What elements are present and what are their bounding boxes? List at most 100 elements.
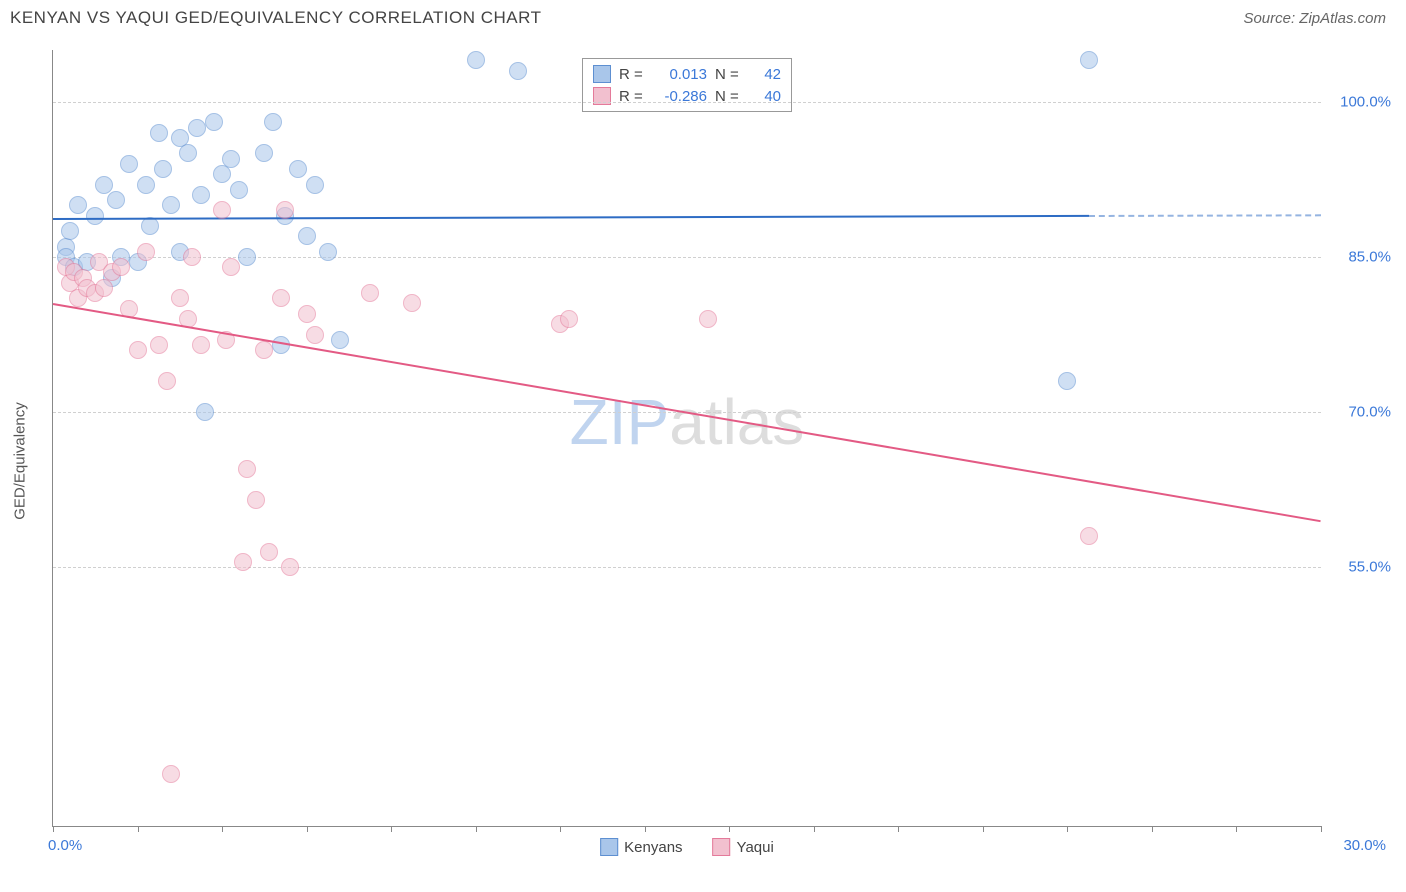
data-point: [255, 144, 273, 162]
x-tick: [391, 826, 392, 832]
legend-swatch: [600, 838, 618, 856]
x-tick: [1321, 826, 1322, 832]
x-tick: [138, 826, 139, 832]
data-point: [95, 279, 113, 297]
data-point: [188, 119, 206, 137]
data-point: [281, 558, 299, 576]
data-point: [230, 181, 248, 199]
data-point: [509, 62, 527, 80]
data-point: [1080, 51, 1098, 69]
data-point: [238, 460, 256, 478]
data-point: [403, 294, 421, 312]
data-point: [183, 248, 201, 266]
data-point: [162, 765, 180, 783]
data-point: [162, 196, 180, 214]
y-tick-label: 55.0%: [1331, 559, 1391, 576]
legend-series-label: Kenyans: [624, 839, 682, 856]
x-tick: [729, 826, 730, 832]
data-point: [276, 201, 294, 219]
legend-r-value: 0.013: [655, 66, 707, 83]
chart-container: GED/Equivalency ZIPatlas R =0.013N =42R …: [10, 40, 1396, 882]
data-point: [179, 144, 197, 162]
legend-row: R = 0.013 N = 42: [593, 63, 781, 85]
data-point: [361, 284, 379, 302]
watermark-atlas: atlas: [669, 386, 804, 458]
correlation-legend: R = 0.013 N = 42 R =-0.286N =40: [582, 58, 792, 112]
data-point: [150, 336, 168, 354]
data-point: [699, 310, 717, 328]
legend-row: R =-0.286N =40: [593, 85, 781, 107]
x-tick: [1067, 826, 1068, 832]
data-point: [95, 176, 113, 194]
x-tick: [983, 826, 984, 832]
legend-n-label: N =: [715, 66, 743, 83]
data-point: [69, 196, 87, 214]
data-point: [137, 176, 155, 194]
gridline: [53, 102, 1321, 103]
data-point: [158, 372, 176, 390]
data-point: [234, 553, 252, 571]
data-point: [120, 155, 138, 173]
data-point: [222, 150, 240, 168]
x-tick: [476, 826, 477, 832]
x-tick-label-left: 0.0%: [48, 837, 82, 854]
chart-title: KENYAN VS YAQUI GED/EQUIVALENCY CORRELAT…: [10, 8, 541, 28]
chart-source: Source: ZipAtlas.com: [1243, 10, 1386, 27]
data-point: [205, 113, 223, 131]
data-point: [61, 222, 79, 240]
x-tick: [814, 826, 815, 832]
data-point: [154, 160, 172, 178]
data-point: [306, 176, 324, 194]
data-point: [298, 227, 316, 245]
legend-n-value: 42: [751, 66, 781, 83]
x-tick: [645, 826, 646, 832]
data-point: [560, 310, 578, 328]
data-point: [289, 160, 307, 178]
data-point: [319, 243, 337, 261]
x-tick: [222, 826, 223, 832]
data-point: [255, 341, 273, 359]
x-tick: [1152, 826, 1153, 832]
x-tick: [307, 826, 308, 832]
data-point: [137, 243, 155, 261]
data-point: [213, 201, 231, 219]
legend-r-label: R =: [619, 66, 647, 83]
data-point: [306, 326, 324, 344]
chart-header: KENYAN VS YAQUI GED/EQUIVALENCY CORRELAT…: [0, 0, 1406, 36]
data-point: [150, 124, 168, 142]
y-tick-label: 85.0%: [1331, 248, 1391, 265]
y-tick-label: 70.0%: [1331, 404, 1391, 421]
data-point: [192, 186, 210, 204]
data-point: [298, 305, 316, 323]
y-axis-label: GED/Equivalency: [12, 402, 29, 520]
data-point: [222, 258, 240, 276]
data-point: [467, 51, 485, 69]
data-point: [86, 207, 104, 225]
data-point: [264, 113, 282, 131]
data-point: [129, 341, 147, 359]
trend-line: [53, 215, 1089, 220]
data-point: [331, 331, 349, 349]
watermark-zip: ZIP: [570, 386, 670, 458]
data-point: [247, 491, 265, 509]
legend-swatch: [593, 65, 611, 83]
x-tick: [1236, 826, 1237, 832]
data-point: [112, 258, 130, 276]
data-point: [196, 403, 214, 421]
x-tick: [53, 826, 54, 832]
x-tick-label-right: 30.0%: [1343, 837, 1386, 854]
data-point: [107, 191, 125, 209]
data-point: [213, 165, 231, 183]
plot-area: ZIPatlas R =0.013N =42R =-0.286N =40 Ken…: [52, 50, 1321, 827]
legend-swatch: [713, 838, 731, 856]
legend-item: Kenyans: [600, 838, 682, 856]
legend-item: Yaqui: [713, 838, 774, 856]
data-point: [192, 336, 210, 354]
data-point: [1080, 527, 1098, 545]
data-point: [272, 289, 290, 307]
data-point: [171, 289, 189, 307]
trend-line-extrapolated: [1089, 214, 1321, 217]
legend-series-label: Yaqui: [737, 839, 774, 856]
series-legend: Kenyans Yaqui: [600, 838, 774, 856]
x-tick: [560, 826, 561, 832]
